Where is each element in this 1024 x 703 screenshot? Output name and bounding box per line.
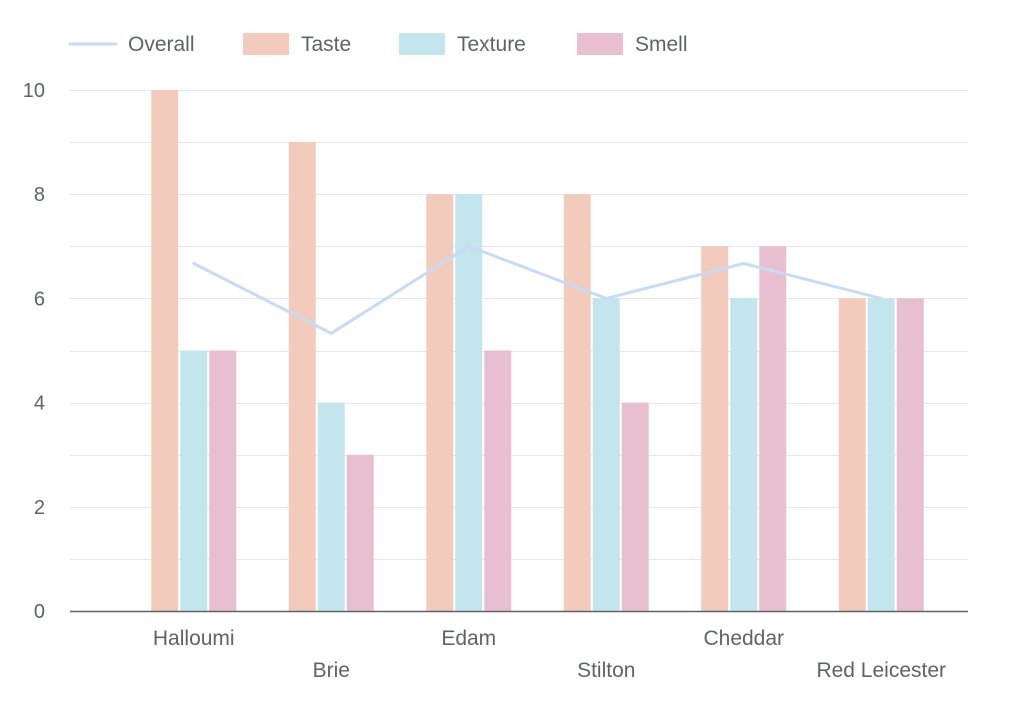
legend-label-taste: Taste — [301, 33, 351, 56]
category-label-cheddar: Cheddar — [703, 627, 784, 650]
bar-taste-stilton — [563, 194, 591, 611]
category-label-stilton: Stilton — [577, 659, 635, 682]
legend-swatch-smell — [577, 33, 623, 55]
bars — [151, 90, 924, 612]
bar-taste-edam — [426, 194, 454, 611]
legend: Overall Taste Texture Smell — [68, 33, 688, 56]
category-label-halloumi: Halloumi — [153, 627, 235, 650]
y-tick-label-6: 6 — [34, 288, 45, 310]
legend-swatch-texture — [399, 33, 445, 55]
bar-texture-halloumi — [180, 350, 208, 611]
bar-smell-red-leicester — [896, 298, 924, 611]
bar-taste-brie — [288, 142, 316, 611]
bar-taste-red-leicester — [838, 298, 866, 611]
y-tick-label-8: 8 — [34, 184, 45, 206]
bar-texture-brie — [317, 402, 345, 611]
overall-line-layer — [192, 244, 883, 335]
category-label-edam: Edam — [441, 627, 496, 650]
bar-smell-brie — [346, 454, 374, 611]
bar-smell-halloumi — [209, 350, 237, 611]
y-tick-label-2: 2 — [34, 497, 45, 519]
bar-smell-edam — [484, 350, 512, 611]
legend-label-smell: Smell — [635, 33, 688, 56]
y-tick-label-4: 4 — [34, 393, 45, 415]
axes: 0 2 4 6 8 10 Halloumi Brie Edam Stilton Cheddar Red… — [23, 80, 968, 682]
bar-texture-stilton — [592, 298, 620, 611]
legend-swatch-taste — [243, 33, 289, 55]
legend-label-texture: Texture — [457, 33, 526, 56]
bar-texture-red-leicester — [867, 298, 895, 611]
category-label-red-leicester: Red Leicester — [816, 659, 946, 682]
y-tick-label-10: 10 — [23, 80, 45, 102]
bar-taste-halloumi — [151, 90, 179, 611]
bar-texture-cheddar — [730, 298, 758, 611]
bar-smell-stilton — [621, 402, 649, 611]
bar-texture-edam — [455, 194, 483, 611]
y-tick-label-0: 0 — [34, 601, 45, 623]
series-line-overall — [192, 244, 883, 335]
legend-label-overall: Overall — [128, 33, 195, 56]
bar-smell-cheddar — [759, 246, 787, 612]
category-label-brie: Brie — [313, 659, 350, 682]
bar-taste-cheddar — [701, 246, 729, 612]
